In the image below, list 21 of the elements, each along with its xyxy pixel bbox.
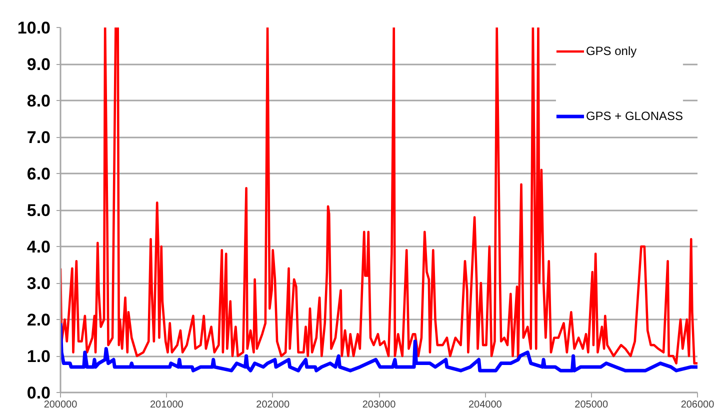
y-tick-label: 8.0: [26, 92, 51, 110]
y-tick-label: 1.0: [26, 347, 51, 366]
y-tick-label: 7.0: [26, 128, 51, 147]
line-series: [60, 28, 698, 364]
x-tick-label: 201000: [150, 400, 184, 410]
y-tick-label: 4.0: [26, 238, 51, 256]
legend-label: GPS only: [586, 44, 637, 58]
y-tick-label: 3.0: [26, 274, 51, 293]
x-tick-label: 204000: [468, 400, 502, 410]
x-tick-label: 203000: [362, 400, 396, 410]
legend-label: GPS + GLONASS: [586, 109, 683, 123]
x-tick-label: 202000: [256, 400, 290, 410]
line-series: [60, 321, 698, 372]
y-tick-label: 2.0: [26, 310, 51, 330]
x-tick-label: 205000: [574, 400, 608, 410]
y-tick-label: 5.0: [26, 201, 51, 220]
y-tick-label: 6.0: [26, 164, 51, 184]
y-tick-label: 10.0: [17, 18, 51, 38]
x-tick-label: 206000: [680, 400, 715, 410]
y-tick-label: 9.0: [26, 55, 51, 74]
x-tick-label: 200000: [44, 400, 78, 410]
